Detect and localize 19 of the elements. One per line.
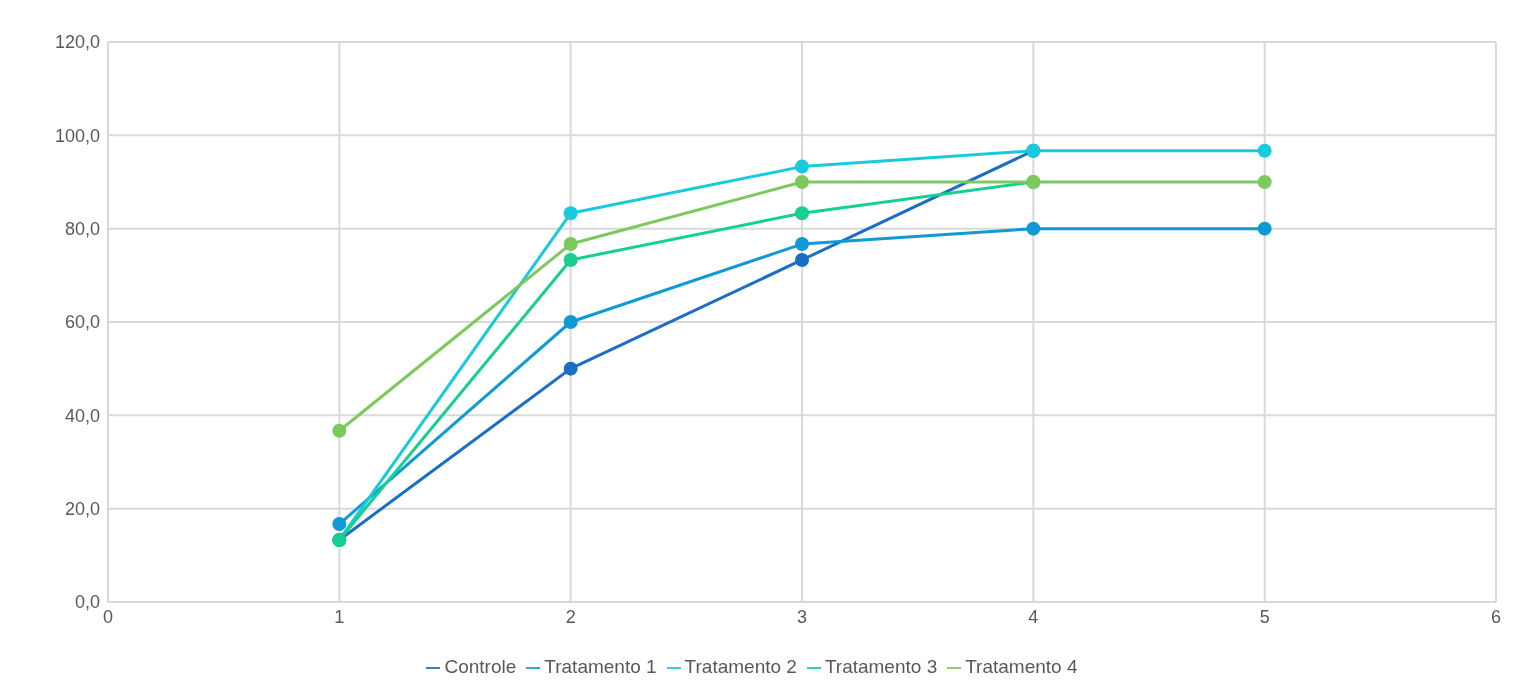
y-tick-label: 20,0 bbox=[64, 499, 100, 520]
y-tick-label: 100,0 bbox=[54, 125, 100, 146]
y-tick-label: 120,0 bbox=[54, 32, 100, 53]
y-tick-label: 80,0 bbox=[64, 219, 100, 240]
x-tick-label: 1 bbox=[334, 606, 345, 627]
y-tick-label: 60,0 bbox=[64, 312, 100, 333]
x-tick-label: 3 bbox=[796, 606, 808, 627]
legend-label: Tratamento 1 bbox=[544, 656, 657, 677]
y-tick-label: 0,0 bbox=[74, 592, 100, 613]
x-tick-label: 0 bbox=[102, 606, 114, 627]
legend-label: Tratamento 4 bbox=[965, 656, 1078, 677]
x-tick-label: 5 bbox=[1259, 606, 1270, 627]
x-tick-label: 2 bbox=[565, 606, 576, 627]
legend-label: Tratamento 3 bbox=[824, 656, 938, 677]
legend-label: Tratamento 2 bbox=[684, 656, 797, 677]
x-tick-label: 6 bbox=[1490, 606, 1502, 627]
y-tick-label: 40,0 bbox=[64, 405, 100, 426]
legend-label: Controle bbox=[444, 656, 517, 677]
x-tick-label: 4 bbox=[1028, 606, 1039, 627]
